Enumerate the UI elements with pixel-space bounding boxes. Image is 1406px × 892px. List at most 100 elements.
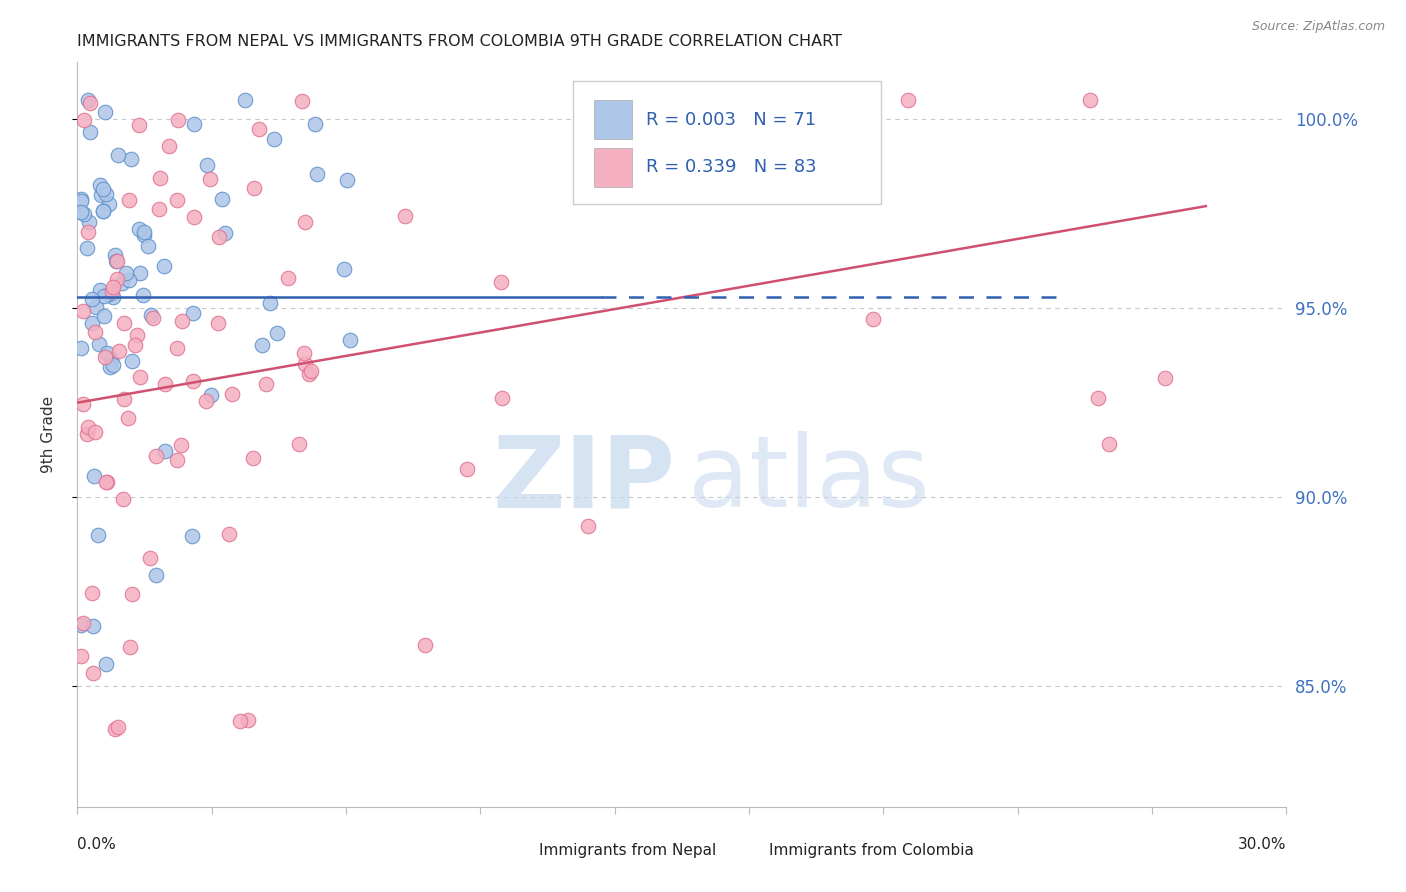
Point [124,338,146,352]
Point [120,152,142,166]
Point [101,358,124,372]
Point [195,158,218,172]
Text: atlas: atlas [688,431,929,528]
Point [339,333,361,347]
Point [157,139,180,153]
Point [105,254,128,268]
Point [333,262,356,277]
Point [153,377,176,392]
Text: R = 0.339   N = 83: R = 0.339 N = 83 [645,159,817,177]
Point [76,242,98,256]
Point [139,551,162,566]
Point [89,178,111,193]
Point [259,295,281,310]
Point [131,287,153,301]
Text: IMMIGRANTS FROM NEPAL VS IMMIGRANTS FROM COLOMBIA 9TH GRADE CORRELATION CHART: IMMIGRANTS FROM NEPAL VS IMMIGRANTS FROM… [77,34,842,49]
Text: 0.0%: 0.0% [77,837,117,852]
Point [195,393,218,408]
Point [200,171,222,186]
Point [100,284,122,298]
Point [77,226,100,240]
Point [105,271,128,285]
Point [183,306,205,320]
Point [118,193,141,207]
Point [93,288,115,302]
Point [200,388,222,402]
Point [100,287,122,301]
Point [70,192,93,206]
Point [93,203,115,218]
Point [214,226,236,240]
Point [207,316,229,330]
Point [89,336,111,351]
Point [489,275,512,289]
Point [96,657,118,671]
Point [294,215,316,229]
Point [107,720,129,734]
Point [136,239,159,253]
Point [254,377,277,392]
Point [72,396,94,410]
Point [101,290,124,304]
Point [145,449,167,463]
Point [181,374,204,388]
Bar [593,148,633,186]
Point [145,568,167,582]
Point [292,346,315,360]
Point [305,168,328,182]
Point [299,363,322,377]
Point [70,204,93,219]
Point [94,105,117,120]
Point [128,266,150,280]
Point [180,529,202,543]
Point [167,113,190,128]
Point [636,144,658,158]
Point [96,345,118,359]
Point [578,518,600,533]
Point [118,640,141,655]
Point [104,722,127,736]
Point [897,93,920,107]
Point [84,300,107,314]
Point [70,194,93,208]
Point [111,491,134,506]
Point [491,392,513,406]
Point [77,93,100,107]
Point [149,170,172,185]
Point [82,316,104,330]
Point [97,197,120,211]
Point [166,453,188,467]
Point [89,188,111,202]
Point [142,311,165,326]
Point [128,221,150,235]
Point [82,665,104,680]
Point [211,192,233,206]
Point [208,230,231,244]
Point [155,443,177,458]
Point [266,326,288,340]
Point [148,202,170,216]
Point [73,207,96,221]
Point [1098,437,1121,451]
Point [242,450,264,465]
Text: Immigrants from Colombia: Immigrants from Colombia [769,843,974,858]
Point [72,304,94,318]
Point [128,370,150,384]
Y-axis label: 9th Grade: 9th Grade [42,396,56,474]
Point [94,350,117,364]
Point [94,475,117,489]
Point [115,267,138,281]
Point [104,248,127,262]
Point [70,341,93,355]
Point [112,392,135,406]
Point [128,119,150,133]
Point [83,425,105,439]
Point [229,714,252,728]
Point [89,283,111,297]
Point [153,260,176,274]
Point [619,161,641,176]
Point [415,638,437,652]
Point [336,172,359,186]
Point [87,528,110,542]
Point [121,354,143,368]
